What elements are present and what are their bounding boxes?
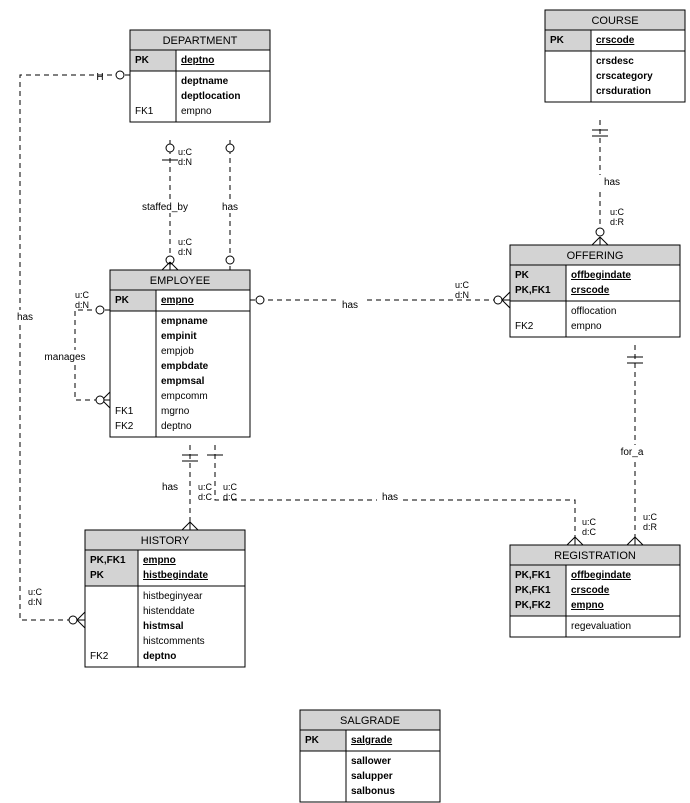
- cardinality-label: d:N: [455, 290, 469, 300]
- attr: histcomments: [143, 636, 205, 647]
- attr: empcomm: [161, 391, 208, 402]
- entity-title: DEPARTMENT: [163, 35, 238, 47]
- attr: crsduration: [596, 86, 651, 97]
- pk-attr: deptno: [181, 55, 214, 66]
- entity-title: REGISTRATION: [554, 550, 636, 562]
- attr: crscategory: [596, 71, 653, 82]
- pk-label: PK: [550, 35, 565, 46]
- pk-label: PK: [515, 270, 530, 281]
- pk-label: PK: [90, 570, 105, 581]
- pk-attr: empno: [571, 600, 604, 611]
- entity-title: COURSE: [591, 15, 638, 27]
- entity-employee: EMPLOYEE PK empno empname empinit empjob empbd…: [110, 270, 250, 437]
- pk-label: PK,FK1: [90, 555, 126, 566]
- cardinality-label: d:N: [28, 597, 42, 607]
- pk-label: PK: [115, 295, 130, 306]
- cardinality-label: d:R: [643, 522, 658, 532]
- entity-registration: REGISTRATIONPK,FK1offbegindatePK,FK1crsc…: [510, 545, 680, 637]
- attr: offlocation: [571, 306, 616, 317]
- entity-salgrade: SALGRADE PK salgrade sallower salupper salbon…: [300, 710, 440, 802]
- entity-title: SALGRADE: [340, 715, 400, 727]
- cardinality-label: d:C: [198, 492, 213, 502]
- attr: salbonus: [351, 786, 395, 797]
- entity-course: COURSE PK crscode crsdesc crscategory crsdura…: [545, 10, 685, 102]
- pk-attr: crscode: [596, 35, 635, 46]
- pk-label: PK,FK1: [515, 285, 551, 296]
- attr: histenddate: [143, 606, 195, 617]
- pk-attr: salgrade: [351, 735, 393, 746]
- entity-department: DEPARTMENT PK deptno deptname deptlocation FK…: [130, 30, 270, 122]
- cardinality-label: d:C: [582, 527, 597, 537]
- attr: histbeginyear: [143, 591, 203, 602]
- pk-attr: offbegindate: [571, 270, 631, 281]
- entity-title: OFFERING: [567, 250, 624, 262]
- cardinality-label: d:R: [610, 217, 625, 227]
- attr: empbdate: [161, 361, 209, 372]
- cardinality-label: u:C: [178, 237, 193, 247]
- edge-label: has: [162, 482, 178, 493]
- attr: sallower: [351, 756, 391, 767]
- attr: deptno: [143, 651, 176, 662]
- cardinality-label: u:C: [455, 280, 470, 290]
- attr: empno: [181, 106, 212, 117]
- pk-attr: crscode: [571, 585, 610, 596]
- edge-label: for_a: [621, 447, 644, 458]
- pk-attr: offbegindate: [571, 570, 631, 581]
- attr: crsdesc: [596, 56, 634, 67]
- attr: empmsal: [161, 376, 205, 387]
- fk-label: FK2: [115, 421, 134, 432]
- pk-label: PK: [305, 735, 320, 746]
- pk-attr: histbegindate: [143, 570, 208, 581]
- cardinality-label: u:C: [223, 482, 238, 492]
- entity-title: HISTORY: [141, 535, 190, 547]
- entity-title: EMPLOYEE: [150, 275, 211, 287]
- fk-label: FK2: [90, 651, 109, 662]
- cardinality-label: d:N: [178, 157, 192, 167]
- edge-label: has: [382, 492, 398, 503]
- attr: empname: [161, 316, 208, 327]
- pk-label: PK: [135, 55, 150, 66]
- edge-label: manages: [44, 352, 85, 363]
- edge-label: has: [342, 300, 358, 311]
- cardinality-label: u:C: [28, 587, 43, 597]
- cardinality-label: u:C: [198, 482, 213, 492]
- pk-attr: empno: [143, 555, 176, 566]
- attr: mgrno: [161, 406, 190, 417]
- attr: deptname: [181, 76, 229, 87]
- cardinality-label: u:C: [75, 290, 90, 300]
- cardinality-label: u:C: [610, 207, 625, 217]
- svg-text:H: H: [96, 72, 103, 83]
- entity-history: HISTORY PK,FK1 empno PK histbegindate histbeg…: [85, 530, 245, 667]
- edge-label: staffed_by: [142, 202, 188, 213]
- edge-label: has: [222, 202, 238, 213]
- attr: regevaluation: [571, 621, 631, 632]
- entity-offering: OFFERING PK offbegindate PK,FK1 crscode offlo…: [510, 245, 680, 337]
- fk-label: FK1: [135, 106, 154, 117]
- edge-label: has: [604, 177, 620, 188]
- cardinality-label: u:C: [178, 147, 193, 157]
- fk-label: FK2: [515, 321, 534, 332]
- pk-label: PK,FK2: [515, 600, 551, 611]
- pk-label: PK,FK1: [515, 585, 551, 596]
- pk-attr: empno: [161, 295, 194, 306]
- fk-label: FK1: [115, 406, 134, 417]
- attr: empinit: [161, 331, 197, 342]
- er-diagram: staffed_byu:Cd:Nu:Cd:Nhasmanagesu:Cd:Nha…: [0, 0, 690, 803]
- cardinality-label: d:C: [223, 492, 238, 502]
- cardinality-label: u:C: [643, 512, 658, 522]
- pk-attr: crscode: [571, 285, 610, 296]
- cardinality-label: d:N: [75, 300, 89, 310]
- pk-label: PK,FK1: [515, 570, 551, 581]
- attr: histmsal: [143, 621, 184, 632]
- attr: deptlocation: [181, 91, 240, 102]
- edge-label: has: [17, 312, 33, 323]
- cardinality-label: u:C: [582, 517, 597, 527]
- cardinality-label: d:N: [178, 247, 192, 257]
- attr: empno: [571, 321, 602, 332]
- attr: deptno: [161, 421, 192, 432]
- attr: salupper: [351, 771, 393, 782]
- attr: empjob: [161, 346, 194, 357]
